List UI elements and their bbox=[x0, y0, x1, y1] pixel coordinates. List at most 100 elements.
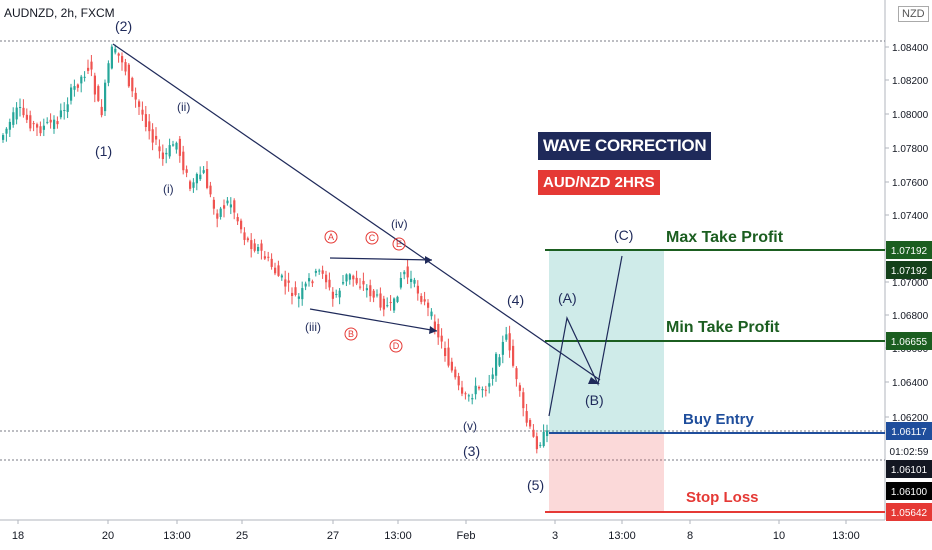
time-tick-label: 13:00 bbox=[163, 530, 191, 542]
candle-body bbox=[406, 266, 409, 278]
wave-correction-title: WAVE CORRECTION bbox=[538, 132, 712, 160]
candle-body bbox=[416, 285, 419, 294]
price-tick-label: 1.07400 bbox=[892, 211, 929, 222]
candle-body bbox=[19, 107, 22, 109]
currency-button[interactable]: NZD bbox=[898, 6, 929, 22]
price-tick-label: 1.07800 bbox=[892, 144, 929, 155]
candle-body bbox=[427, 302, 430, 308]
candle-body bbox=[495, 353, 498, 376]
candle-body bbox=[410, 278, 413, 283]
candle-body bbox=[355, 277, 358, 284]
candle-body bbox=[22, 107, 25, 116]
candle-body bbox=[151, 129, 154, 143]
candle-body bbox=[175, 142, 178, 150]
price-tick-label: 1.08000 bbox=[892, 110, 929, 121]
time-tick-label: 20 bbox=[102, 530, 114, 542]
candle-body bbox=[5, 128, 8, 134]
loss-zone[interactable] bbox=[549, 433, 664, 512]
candle-body bbox=[46, 121, 49, 123]
price-tag-label: 1.06100 bbox=[891, 487, 928, 498]
wave-label-B: (B) bbox=[585, 392, 604, 408]
candle-body bbox=[161, 152, 164, 160]
candle-body bbox=[372, 290, 375, 298]
candle-body bbox=[141, 109, 144, 115]
candle-body bbox=[80, 76, 83, 84]
max-take-profit-label: Max Take Profit bbox=[666, 229, 784, 246]
price-tag-bg bbox=[886, 482, 932, 500]
time-tick-label: 3 bbox=[552, 530, 558, 542]
triangle-lower-line[interactable] bbox=[309, 308, 438, 332]
candle-body bbox=[512, 345, 515, 366]
price-tag-label: 01:02:59 bbox=[890, 447, 929, 458]
candle-body bbox=[311, 281, 314, 284]
candle-body bbox=[535, 436, 538, 450]
candle-body bbox=[389, 302, 392, 304]
candle-body bbox=[478, 386, 481, 389]
candle-body bbox=[488, 383, 491, 387]
candle-body bbox=[226, 200, 229, 204]
symbol-label: AUDNZD, 2h, FXCM bbox=[4, 6, 115, 20]
time-axis[interactable]: 18 20 13:00 25 27 13:00 Feb 3 13:00 8 10 13:00 bbox=[12, 520, 860, 542]
candle-body bbox=[168, 145, 171, 157]
candle-body bbox=[90, 61, 93, 70]
triangle-lower-arrow bbox=[429, 326, 437, 334]
candle-body bbox=[253, 243, 256, 251]
candle-body bbox=[124, 62, 127, 72]
candle-body bbox=[457, 376, 460, 386]
triangle-upper-line[interactable] bbox=[329, 257, 433, 261]
time-tick-label: 13:00 bbox=[384, 530, 412, 542]
price-tick-label: 1.06400 bbox=[892, 378, 929, 389]
candle-body bbox=[233, 200, 236, 213]
candle-body bbox=[42, 125, 45, 130]
candle-body bbox=[542, 431, 545, 447]
candle-body bbox=[178, 138, 181, 156]
candle-body bbox=[376, 294, 379, 296]
candle-body bbox=[73, 86, 76, 90]
candle-body bbox=[223, 205, 226, 209]
candle-body bbox=[29, 115, 32, 129]
candle-body bbox=[321, 270, 324, 274]
candle-body bbox=[525, 411, 528, 423]
candle-body bbox=[498, 357, 501, 366]
candle-body bbox=[430, 311, 433, 317]
price-tag-label: 1.06655 bbox=[891, 337, 928, 348]
candle-body bbox=[386, 305, 389, 307]
candle-body bbox=[359, 286, 362, 288]
price-tag-label: 1.06117 bbox=[891, 427, 927, 438]
candle-body bbox=[481, 389, 484, 391]
candle-body bbox=[287, 280, 290, 283]
price-tag-label: 1.07192 bbox=[891, 266, 928, 277]
subwave-label-c: C bbox=[369, 233, 376, 243]
candle-body bbox=[294, 287, 297, 295]
triangle-upper-arrow bbox=[425, 256, 432, 264]
candle-body bbox=[335, 293, 338, 295]
candle-body bbox=[471, 398, 474, 400]
candle-body bbox=[83, 76, 86, 78]
price-axis[interactable]: 1.08400 1.08200 1.08000 1.07800 1.07600 1.074… bbox=[885, 43, 929, 424]
candles bbox=[2, 44, 549, 454]
wave-label-C: (C) bbox=[614, 227, 633, 243]
candle-body bbox=[165, 152, 168, 155]
candle-body bbox=[195, 173, 198, 184]
projected-abc-path[interactable] bbox=[548, 255, 623, 417]
candle-body bbox=[522, 392, 525, 409]
candle-body bbox=[134, 92, 137, 100]
candle-body bbox=[423, 299, 426, 302]
candle-body bbox=[546, 430, 549, 437]
candle-body bbox=[56, 121, 59, 125]
candle-body bbox=[49, 119, 52, 123]
candle-body bbox=[382, 298, 385, 310]
candle-body bbox=[246, 238, 249, 241]
candle-body bbox=[189, 181, 192, 189]
candle-body bbox=[155, 135, 158, 140]
candle-body bbox=[484, 389, 487, 391]
trend-line[interactable] bbox=[112, 43, 601, 381]
candle-body bbox=[291, 292, 294, 297]
candle-body bbox=[39, 126, 42, 134]
candle-body bbox=[250, 240, 253, 250]
wave-label-2: (2) bbox=[115, 18, 132, 34]
candle-body bbox=[216, 213, 219, 219]
candle-body bbox=[59, 110, 62, 118]
pair-timeframe-title: AUD/NZD 2HRS bbox=[538, 170, 660, 195]
